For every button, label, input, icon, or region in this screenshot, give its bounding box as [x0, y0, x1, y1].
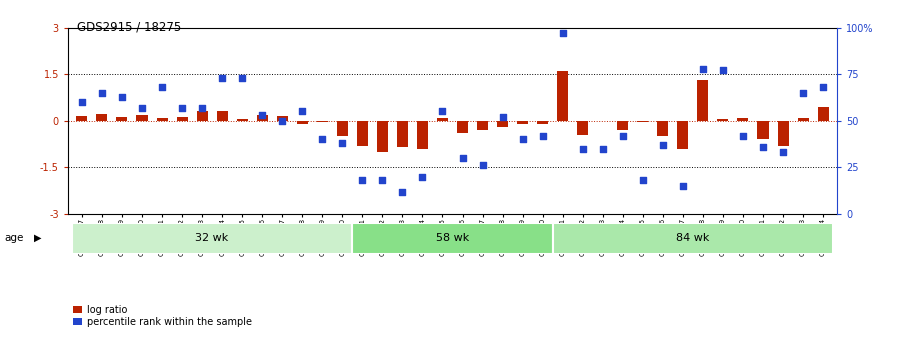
Point — [415, 174, 430, 179]
Text: 84 wk: 84 wk — [676, 233, 710, 243]
Bar — [497, 121, 508, 127]
Bar — [738, 118, 748, 121]
Bar — [757, 121, 768, 139]
Point — [615, 133, 630, 138]
Bar — [538, 121, 548, 124]
Bar — [137, 115, 148, 121]
Bar — [797, 118, 808, 121]
Point — [175, 105, 189, 110]
Point — [335, 140, 349, 146]
Bar — [718, 119, 729, 121]
Bar — [337, 121, 348, 136]
Text: 32 wk: 32 wk — [195, 233, 229, 243]
Point — [536, 133, 550, 138]
Bar — [457, 121, 468, 133]
Bar — [637, 121, 648, 122]
Bar — [71, 223, 352, 254]
Text: 58 wk: 58 wk — [436, 233, 469, 243]
Point — [515, 137, 529, 142]
Point — [655, 142, 670, 148]
Point — [475, 163, 490, 168]
Point — [295, 109, 310, 114]
Point — [556, 30, 570, 36]
Bar — [553, 223, 834, 254]
Bar — [477, 121, 488, 130]
Bar — [176, 117, 187, 121]
Text: ▶: ▶ — [34, 233, 42, 243]
Bar — [677, 121, 689, 149]
Point — [435, 109, 450, 114]
Point — [214, 75, 229, 81]
Point — [816, 85, 831, 90]
Bar — [617, 121, 628, 130]
Point — [195, 105, 209, 110]
Bar — [297, 121, 308, 124]
Bar — [157, 118, 167, 121]
Point — [135, 105, 149, 110]
Point — [495, 114, 510, 120]
Bar — [236, 119, 248, 121]
Point — [155, 85, 169, 90]
Point — [736, 133, 750, 138]
Point — [395, 189, 410, 194]
Point — [756, 144, 770, 150]
Bar — [117, 117, 128, 121]
Point — [576, 146, 590, 151]
Bar — [277, 116, 288, 121]
Text: GDS2915 / 18275: GDS2915 / 18275 — [77, 21, 181, 34]
Point — [696, 66, 710, 71]
Bar — [777, 121, 788, 146]
Point — [315, 137, 329, 142]
Point — [95, 90, 110, 96]
Bar — [357, 121, 367, 146]
Point — [595, 146, 610, 151]
Point — [776, 150, 790, 155]
Bar — [216, 111, 228, 121]
Point — [635, 178, 650, 183]
Point — [455, 155, 470, 161]
Bar — [577, 121, 588, 135]
Bar — [257, 115, 268, 121]
Point — [355, 178, 369, 183]
Bar — [317, 121, 328, 122]
Point — [235, 75, 250, 81]
Point — [376, 178, 390, 183]
Bar — [97, 114, 108, 121]
Bar — [417, 121, 428, 149]
Bar — [76, 116, 88, 121]
Bar — [557, 71, 568, 121]
Legend: log ratio, percentile rank within the sample: log ratio, percentile rank within the sa… — [72, 305, 252, 327]
Bar — [698, 80, 709, 121]
Point — [676, 183, 691, 189]
Point — [115, 94, 129, 99]
Bar — [657, 121, 669, 136]
Bar — [437, 118, 448, 121]
Bar — [817, 107, 829, 121]
Point — [74, 99, 89, 105]
Bar — [196, 111, 207, 121]
Point — [275, 118, 290, 124]
Point — [716, 68, 730, 73]
Text: age: age — [5, 233, 24, 243]
Point — [795, 90, 810, 96]
Bar — [517, 121, 529, 124]
Bar — [352, 223, 553, 254]
Point — [255, 112, 270, 118]
Bar — [397, 121, 408, 147]
Bar — [376, 121, 388, 152]
